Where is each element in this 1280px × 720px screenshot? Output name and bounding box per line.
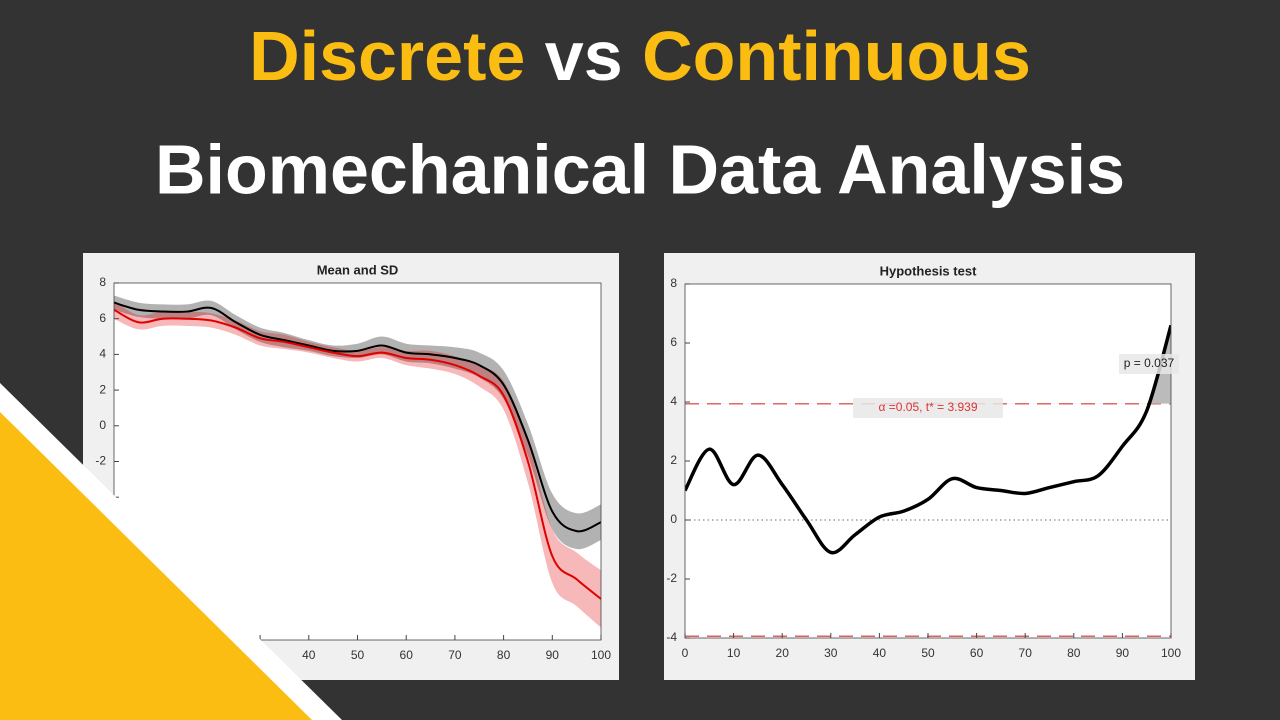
- annotation-box: [1119, 354, 1179, 374]
- x-tick-label: 40: [302, 648, 316, 662]
- x-tick-label: 50: [921, 646, 935, 660]
- sd-band: [114, 295, 601, 550]
- plot-area: [685, 284, 1171, 638]
- x-tick-label: 50: [351, 648, 365, 662]
- y-tick-label: -2: [95, 454, 106, 468]
- chart-title: Hypothesis test: [880, 263, 977, 278]
- x-tick-label: 40: [873, 646, 887, 660]
- y-tick-label: 8: [99, 275, 106, 289]
- annotation: α =0.05, t* = 3.939: [878, 400, 977, 414]
- x-tick-label: 80: [497, 648, 511, 662]
- sd-band: [114, 300, 601, 628]
- charts: Mean and SD-12-10-8-6-4-2024680102030405…: [83, 253, 1195, 680]
- y-tick-label: 4: [670, 394, 677, 408]
- headline-subtitle: Biomechanical Data Analysis: [155, 130, 1125, 208]
- series-line: [114, 308, 601, 600]
- decor-triangle: [0, 412, 312, 720]
- y-tick-label: 0: [670, 512, 677, 526]
- plot: [114, 295, 601, 628]
- y-tick-label: -2: [666, 571, 677, 585]
- y-tick-label: 2: [99, 382, 106, 396]
- headline-word: Continuous: [642, 17, 1031, 95]
- y-tick-label: -4: [666, 630, 677, 644]
- x-tick-label: 100: [591, 648, 611, 662]
- y-tick-label: 8: [670, 276, 677, 290]
- annotation-box: [853, 398, 1003, 418]
- x-tick-label: 0: [682, 646, 689, 660]
- series-line: [114, 301, 601, 533]
- chart-panel: Mean and SD-12-10-8-6-4-2024680102030405…: [83, 253, 619, 680]
- y-tick-label: 6: [670, 335, 677, 349]
- y-tick-label: 4: [99, 347, 106, 361]
- x-tick-label: 30: [824, 646, 838, 660]
- annotation: p = 0.037: [1124, 356, 1175, 370]
- series-line: [685, 324, 1171, 555]
- x-tick-label: 80: [1067, 646, 1081, 660]
- y-tick-label: 0: [99, 418, 106, 432]
- x-tick-label: 60: [970, 646, 984, 660]
- x-tick-label: 10: [727, 646, 741, 660]
- x-tick-label: 70: [1019, 646, 1033, 660]
- x-tick-label: 70: [448, 648, 462, 662]
- y-tick-label: 2: [670, 453, 677, 467]
- y-tick-label: 6: [99, 311, 106, 325]
- x-tick-label: 60: [400, 648, 414, 662]
- headline-word: Discrete: [249, 17, 525, 95]
- headline-word: vs: [545, 17, 623, 95]
- chart-title: Mean and SD: [317, 262, 399, 277]
- x-tick-label: 20: [776, 646, 790, 660]
- x-tick-label: 100: [1161, 646, 1181, 660]
- x-tick-label: 90: [546, 648, 560, 662]
- headline: Discrete vs Continuous: [249, 17, 1031, 95]
- x-tick-label: 90: [1116, 646, 1130, 660]
